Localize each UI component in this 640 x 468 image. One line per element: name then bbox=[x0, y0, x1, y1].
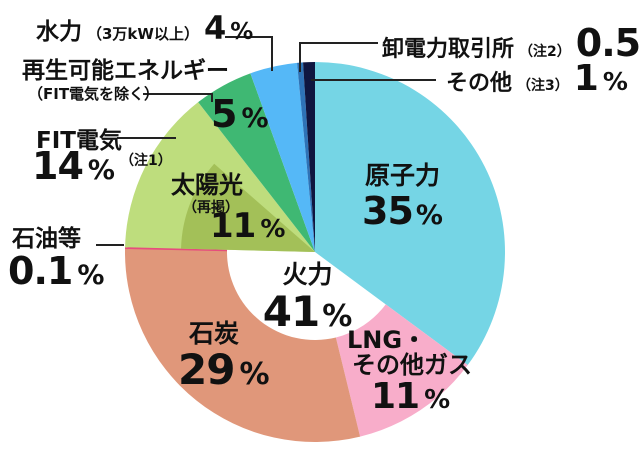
label-renewable-number: 5 bbox=[211, 92, 237, 136]
label-lng-line2: その他ガス bbox=[352, 351, 472, 379]
leader-line-wholesale bbox=[299, 42, 378, 72]
label-other-percent-sign: % bbox=[602, 67, 628, 96]
slice-other bbox=[303, 62, 315, 252]
label-solar-value: 11 % bbox=[210, 209, 285, 243]
label-oil-name: 石油等 bbox=[12, 226, 81, 252]
slice-renewable-non-fit bbox=[198, 73, 315, 252]
label-oil-value: 0.1 % bbox=[8, 252, 104, 290]
label-renewable-value: 5 % bbox=[211, 95, 269, 133]
label-lng-number: 11 bbox=[371, 376, 420, 417]
label-coal-name: 石炭 bbox=[189, 319, 240, 348]
label-wholesale-name: 卸電力取引所 bbox=[382, 37, 515, 62]
slice-oil-hairline bbox=[125, 246, 228, 252]
label-wholesale: 卸電力取引所 （注2） 0.5 % bbox=[382, 24, 640, 62]
label-solar-number: 11 bbox=[210, 206, 256, 246]
label-coal-value: 29 % bbox=[178, 349, 270, 391]
label-fit-value: 14 % （注1） bbox=[32, 147, 172, 185]
slice-coal bbox=[124, 248, 361, 443]
label-thermal: 火力 41 % bbox=[225, 262, 390, 333]
label-renewable-name: 再生可能エネルギー bbox=[22, 58, 229, 84]
label-nuclear-percent-sign: % bbox=[415, 200, 443, 231]
label-solar-percent-sign: % bbox=[260, 214, 286, 243]
label-thermal-percent-sign: % bbox=[322, 299, 353, 334]
label-nuclear: 原子力 35 % bbox=[335, 163, 470, 230]
label-nuclear-name: 原子力 bbox=[364, 161, 440, 190]
label-renewable-sub: （FIT電気を除く） bbox=[28, 85, 160, 103]
label-solar-name: 太陽光 bbox=[171, 171, 243, 199]
label-hydro: 水力 （3万kW以上） 4 % bbox=[36, 12, 253, 44]
label-wholesale-number: 0.5 bbox=[575, 21, 640, 65]
label-oil-percent-sign: % bbox=[77, 260, 105, 291]
label-coal-number: 29 bbox=[178, 345, 235, 394]
label-renewable-percent-sign: % bbox=[241, 103, 269, 134]
label-lng-value: 11 % bbox=[371, 379, 450, 415]
label-lng-percent-sign: % bbox=[424, 385, 451, 415]
label-other: その他 （注3） 1 % bbox=[446, 61, 628, 97]
label-hydro-name: 水力 bbox=[36, 19, 82, 45]
label-lng-line1: LNG・ bbox=[347, 326, 427, 354]
label-thermal-number: 41 bbox=[262, 287, 320, 336]
label-fit-name: FIT電気 bbox=[36, 128, 122, 154]
label-fit-number: 14 bbox=[32, 144, 84, 188]
leader-line-hydro bbox=[225, 36, 273, 71]
label-wholesale-note: （注2） bbox=[519, 44, 571, 60]
label-coal-percent-sign: % bbox=[239, 357, 270, 392]
label-other-number: 1 bbox=[573, 58, 599, 99]
slice-wholesale bbox=[297, 62, 315, 252]
label-other-note: （注3） bbox=[517, 78, 569, 94]
label-solar-sub: （再掲） bbox=[183, 200, 239, 216]
label-fit-percent-sign: % bbox=[87, 155, 115, 186]
label-oil-number: 0.1 bbox=[8, 249, 73, 293]
slice-nuclear bbox=[315, 62, 505, 366]
label-hydro-percent-sign: % bbox=[230, 19, 254, 45]
label-thermal-name: 火力 bbox=[282, 260, 333, 289]
leader-line-renewable bbox=[143, 93, 213, 102]
label-other-name: その他 bbox=[446, 71, 513, 96]
label-fit-note: （注1） bbox=[119, 153, 172, 169]
slice-hydro bbox=[250, 62, 315, 252]
slice-solar bbox=[181, 163, 315, 252]
label-hydro-note: （3万kW以上） bbox=[87, 25, 199, 43]
label-nuclear-number: 35 bbox=[362, 189, 414, 233]
label-hydro-value: 4 bbox=[203, 9, 226, 47]
slice-lng-other-gas bbox=[335, 304, 468, 437]
